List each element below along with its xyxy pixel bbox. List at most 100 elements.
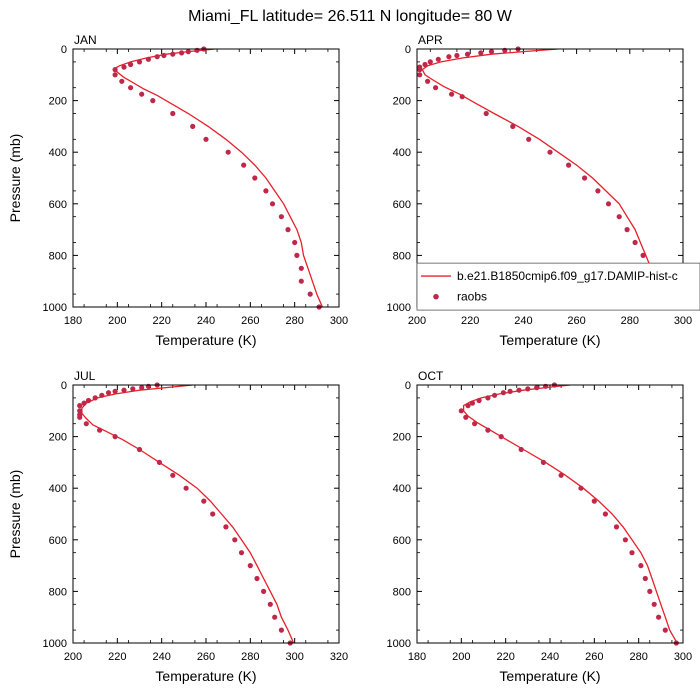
raobs-marker (223, 524, 229, 530)
y-tick-label: 600 (49, 535, 67, 547)
y-tick-label: 600 (393, 199, 411, 211)
raobs-marker (203, 136, 209, 142)
raobs-marker (307, 291, 313, 297)
plot-frame (72, 384, 340, 644)
raobs-marker (97, 427, 103, 433)
raobs-marker (498, 434, 504, 440)
raobs-marker (518, 446, 524, 453)
raobs-marker (642, 575, 648, 582)
raobs-marker (121, 387, 127, 393)
y-tick-label: 800 (393, 586, 411, 598)
raobs-marker (285, 227, 291, 233)
raobs-marker (170, 51, 176, 57)
raobs-marker (139, 91, 145, 97)
model-profile-line (421, 49, 672, 307)
raobs-marker (516, 387, 522, 393)
raobs-marker (613, 524, 620, 530)
panel-group: 180 200 220 240 260 280 300 0 200 400 600 800 1000 JA… (7, 33, 700, 684)
raobs-marker (81, 400, 87, 406)
x-axis-label: Temperature (K) (499, 332, 600, 348)
x-tick-label: 260 (197, 651, 215, 663)
raobs-marker (464, 51, 471, 57)
panel-title: JUL (74, 369, 96, 383)
raobs-marker (591, 498, 597, 504)
raobs-marker (150, 98, 156, 104)
raobs-marker (99, 392, 105, 398)
x-tick-label: 300 (674, 651, 692, 663)
raobs-marker (154, 54, 160, 60)
raobs-marker (449, 91, 455, 97)
y-tick-label: 800 (49, 586, 67, 598)
raobs-marker (119, 78, 125, 84)
raobs-marker (510, 123, 516, 129)
chart-panel-jul: 200 220 240 260 280 300 320 0 200 400 600 800 1000 JU… (7, 369, 348, 684)
y-tick-label: 0 (405, 44, 411, 56)
raobs-marker (558, 472, 564, 478)
x-tick-label: 300 (285, 651, 303, 663)
raobs-marker (582, 175, 588, 181)
raobs-marker (112, 67, 118, 73)
raobs-marker (425, 78, 431, 84)
legend-label-model: b.e21.B1850cmip6.f09_g17.DAMIP-hist-c (457, 269, 678, 283)
y-tick-label: 0 (61, 44, 67, 56)
raobs-marker (269, 201, 276, 207)
raobs-marker (602, 511, 609, 517)
raobs-marker (435, 56, 441, 62)
raobs-marker (446, 54, 452, 60)
x-tick-label: 220 (496, 651, 514, 663)
x-axis-label: Temperature (K) (499, 668, 600, 684)
x-tick-label: 220 (152, 315, 170, 327)
legend-box (416, 262, 700, 311)
raobs-marker (478, 50, 484, 56)
raobs-marker (278, 214, 284, 220)
legend-label-obs: raobs (457, 290, 487, 304)
x-tick-label: 180 (64, 315, 82, 327)
raobs-marker (179, 50, 185, 56)
x-tick-label: 240 (541, 651, 559, 663)
y-tick-label: 1000 (43, 638, 67, 650)
model-profile-line (114, 49, 324, 307)
y-tick-label: 1000 (387, 302, 411, 314)
raobs-marker (622, 537, 629, 543)
y-tick-label: 400 (393, 147, 411, 159)
raobs-marker (566, 162, 572, 168)
raobs-marker (156, 459, 162, 465)
raobs-marker (647, 588, 653, 595)
x-tick-label: 200 (64, 651, 82, 663)
raobs-marker (465, 403, 471, 409)
raobs-marker (632, 239, 638, 246)
x-tick-label: 320 (330, 651, 348, 663)
panel-title: OCT (418, 369, 444, 383)
raobs-marker (136, 59, 143, 65)
y-tick-label: 0 (61, 380, 67, 392)
raobs-marker (507, 388, 513, 394)
raobs-marker (483, 110, 489, 117)
raobs-marker (422, 61, 428, 68)
raobs-marker (261, 588, 267, 595)
y-tick-label: 800 (393, 250, 411, 262)
raobs-marker (500, 390, 506, 396)
chart-panel-apr: 200 220 240 260 280 300 0 200 400 600 800 1000 APR Te… (387, 33, 700, 348)
y-tick-label: 800 (49, 250, 67, 262)
x-tick-label: 220 (108, 651, 126, 663)
raobs-marker (83, 421, 89, 427)
x-tick-label: 180 (408, 651, 426, 663)
raobs-marker (629, 550, 635, 556)
raobs-marker (433, 85, 439, 91)
raobs-marker (272, 614, 278, 620)
raobs-marker (92, 395, 98, 401)
raobs-marker (488, 49, 495, 55)
x-axis-label: Temperature (K) (155, 332, 256, 348)
x-tick-label: 220 (461, 315, 479, 327)
raobs-marker (526, 136, 532, 142)
raobs-marker (170, 472, 176, 478)
raobs-marker (540, 459, 547, 465)
raobs-marker (170, 110, 176, 117)
raobs-marker (651, 601, 657, 607)
y-tick-label: 400 (49, 483, 67, 495)
x-tick-label: 240 (197, 315, 215, 327)
raobs-marker (417, 72, 423, 78)
model-profile-line (81, 385, 295, 643)
raobs-marker (254, 575, 260, 582)
